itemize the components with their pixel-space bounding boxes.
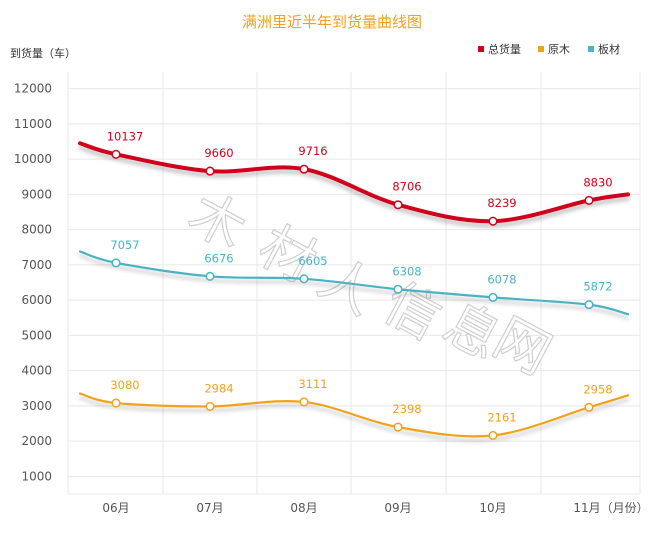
y-axis-label: 到货量（车）: [10, 46, 76, 60]
y-tick-label: 9000: [21, 187, 52, 201]
data-point: [299, 164, 309, 174]
data-label: 6676: [204, 251, 233, 265]
x-tick-label: 11月（月份）: [573, 501, 648, 515]
x-tick-label: 10月: [479, 501, 506, 515]
y-tick-label: 5000: [21, 328, 52, 342]
series-line: [78, 392, 630, 438]
data-label: 3111: [298, 377, 327, 391]
data-label: 9660: [204, 146, 233, 160]
data-point: [205, 271, 215, 281]
data-label: 6078: [487, 272, 516, 286]
series-3: 7057 6676 6605 6308 6078 5872: [78, 238, 630, 316]
data-label: 8706: [392, 180, 421, 194]
y-axis-ticks: 1000 2000 3000 4000 5000 6000 7000 8000 9000 1000…: [14, 82, 52, 484]
data-label: 6605: [298, 254, 327, 268]
y-tick-label: 8000: [21, 223, 52, 237]
series-1: 10137 9660 9716 8706 8239 8830: [78, 129, 630, 226]
legend-label: 总货量: [488, 42, 521, 56]
y-tick-label: 2000: [21, 434, 52, 448]
data-label: 6308: [392, 264, 421, 278]
data-label: 9716: [298, 144, 327, 158]
y-tick-label: 10000: [14, 152, 52, 166]
data-point: [299, 274, 309, 284]
data-label: 2984: [204, 381, 233, 395]
data-label: 8239: [487, 196, 516, 210]
data-label: 7057: [110, 238, 139, 252]
y-tick-label: 6000: [21, 293, 52, 307]
x-tick-label: 08月: [290, 501, 317, 515]
data-point: [299, 397, 309, 407]
series-line: [78, 250, 630, 316]
data-point: [584, 402, 594, 412]
data-label: 8830: [583, 175, 612, 189]
y-tick-label: 12000: [14, 82, 52, 96]
y-tick-label: 4000: [21, 364, 52, 378]
data-label: 2958: [583, 382, 612, 396]
data-label: 5872: [583, 280, 612, 294]
data-point: [584, 195, 594, 205]
y-tick-label: 11000: [14, 117, 52, 131]
y-tick-label: 3000: [21, 399, 52, 413]
data-label: 2161: [487, 410, 516, 424]
grid: [67, 72, 641, 495]
data-point: [393, 284, 403, 294]
x-tick-label: 06月: [102, 501, 129, 515]
series-line: [78, 141, 630, 224]
y-tick-label: 1000: [21, 469, 52, 483]
data-point: [205, 401, 215, 411]
legend-label: 原木: [548, 43, 570, 56]
legend-swatch: [478, 46, 484, 52]
x-tick-label: 09月: [384, 501, 411, 515]
data-point: [584, 300, 594, 310]
data-label: 10137: [107, 129, 144, 143]
data-point: [111, 258, 121, 268]
data-point: [393, 200, 403, 210]
data-point: [205, 166, 215, 176]
series-2: 3080 2984 3111 2398 2161 2958: [78, 377, 630, 440]
data-label: 3080: [110, 378, 139, 392]
x-axis-ticks: 06月 07月 08月 09月 10月 11月（月份）: [102, 501, 648, 515]
legend-swatch: [538, 46, 544, 52]
data-label: 2398: [392, 402, 421, 416]
legend-swatch: [588, 46, 594, 52]
legend: 总货量 原木 板材: [478, 42, 620, 56]
data-point: [488, 216, 498, 226]
chart-title: 满洲里近半年到货量曲线图: [242, 13, 422, 31]
legend-label: 板材: [598, 42, 620, 56]
data-point: [393, 422, 403, 432]
watermark-char: 木: [179, 181, 256, 262]
x-tick-label: 07月: [196, 501, 223, 515]
data-point: [111, 398, 121, 408]
y-tick-label: 7000: [21, 258, 52, 272]
data-point: [111, 149, 121, 159]
series-group: 10137 9660 9716 8706 8239 8830 3080 2984 3111 239…: [78, 129, 630, 440]
data-point: [488, 292, 498, 302]
data-point: [488, 430, 498, 440]
x-axis-label: （月份）: [601, 501, 649, 515]
